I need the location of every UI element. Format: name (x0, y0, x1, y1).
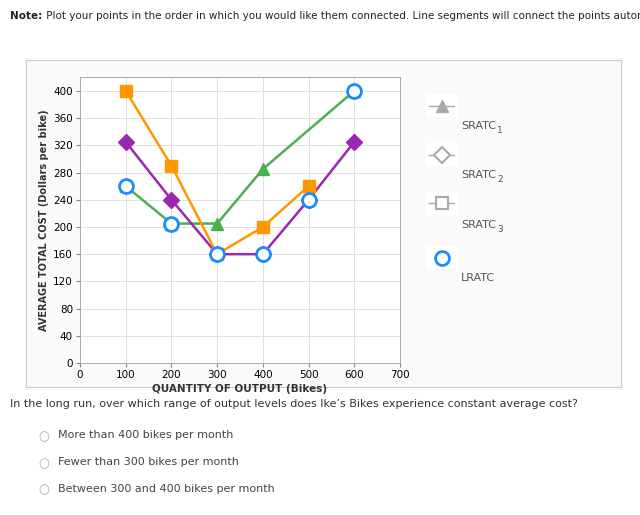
Text: In the long run, over which range of output levels does Ike’s Bikes experience c: In the long run, over which range of out… (10, 399, 577, 409)
Text: Between 300 and 400 bikes per month: Between 300 and 400 bikes per month (58, 484, 275, 493)
Text: 1: 1 (497, 126, 503, 135)
Text: ○: ○ (38, 430, 49, 443)
Text: ○: ○ (38, 484, 49, 496)
Text: Fewer than 300 bikes per month: Fewer than 300 bikes per month (58, 457, 239, 467)
Text: SRATC: SRATC (461, 121, 496, 131)
X-axis label: QUANTITY OF OUTPUT (Bikes): QUANTITY OF OUTPUT (Bikes) (152, 384, 328, 394)
Text: SRATC: SRATC (461, 170, 496, 180)
Text: Plot your points in the order in which you would like them connected. Line segme: Plot your points in the order in which y… (43, 11, 640, 21)
Text: ○: ○ (38, 457, 49, 470)
Text: SRATC: SRATC (461, 220, 496, 230)
Y-axis label: AVERAGE TOTAL COST (Dollars per bike): AVERAGE TOTAL COST (Dollars per bike) (39, 109, 49, 331)
Text: 2: 2 (497, 175, 503, 184)
Text: More than 400 bikes per month: More than 400 bikes per month (58, 430, 233, 440)
Text: LRATC: LRATC (461, 273, 495, 283)
Text: Note:: Note: (10, 11, 42, 21)
Text: 3: 3 (497, 225, 503, 234)
